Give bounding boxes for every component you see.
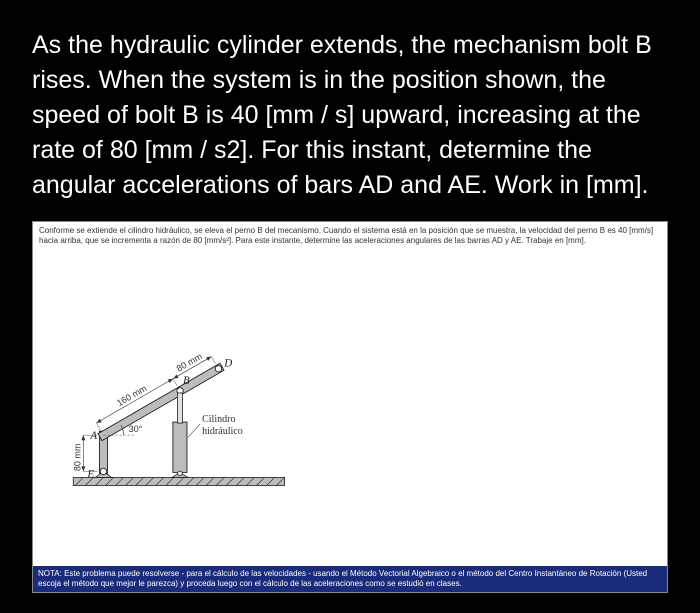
dim-bd-label: 80 mm xyxy=(175,351,204,373)
figure-panel: Conforme se extiende el cilindro hidrául… xyxy=(32,221,668,593)
caption-line-1: Conforme se extiende el cilindro hidrául… xyxy=(39,226,653,235)
label-e: E xyxy=(86,468,94,480)
caption-spanish: Conforme se extiende el cilindro hidrául… xyxy=(33,222,667,248)
cylinder-leader xyxy=(188,424,200,437)
cylinder-label-2: hidráulico xyxy=(202,426,243,437)
label-angle: 30° xyxy=(129,424,143,434)
note-line-1: NOTA: Este problema puede resolverse - p… xyxy=(38,569,647,578)
page-root: As the hydraulic cylinder extends, the m… xyxy=(0,0,700,613)
label-b: B xyxy=(183,375,190,387)
label-d: D xyxy=(223,358,232,370)
hydraulic-cylinder xyxy=(172,393,188,478)
cylinder-label-1: Cilindro xyxy=(202,414,236,425)
dim-ae-label: 80 mm xyxy=(72,443,82,471)
mechanism-diagram: 80 mm 160 mm 80 mm xyxy=(33,248,667,566)
label-a: A xyxy=(89,430,97,442)
note-bar: NOTA: Este problema puede resolverse - p… xyxy=(33,566,667,592)
note-line-2: escoja el método que mejor le parezca) y… xyxy=(38,579,462,588)
pin-e xyxy=(100,468,106,474)
problem-statement: As the hydraulic cylinder extends, the m… xyxy=(32,28,668,203)
pin-d xyxy=(215,366,221,372)
caption-line-2: hacia arriba, que se incrementa a razón … xyxy=(39,236,586,245)
